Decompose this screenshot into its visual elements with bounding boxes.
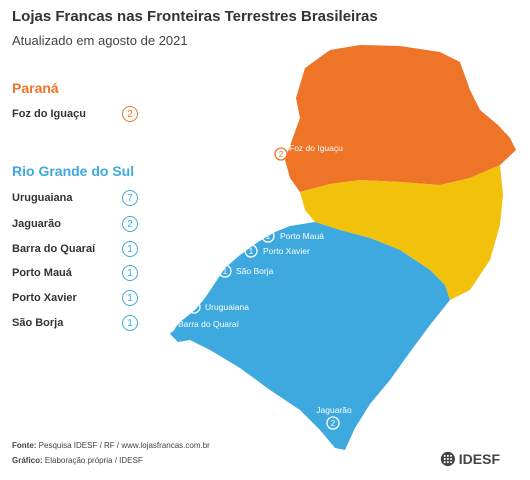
city-name: São Borja [12,317,64,329]
city-name: Foz do Iguaçu [12,108,86,120]
map-marker-count: 1 [167,322,172,331]
map-marker-count: 2 [331,419,336,428]
list-item: Porto Xavier 1 [12,290,142,310]
city-name: Jaguarão [12,218,61,230]
city-name: Porto Mauá [12,267,72,279]
map-marker [244,244,258,258]
map-marker [261,229,275,243]
list-item: Jaguarão 2 [12,216,142,236]
list-item: São Borja 1 [12,315,142,335]
map-marker-count: 2 [279,150,284,159]
count-badge: 1 [122,241,138,257]
count-badge: 1 [122,315,138,331]
section-parana: Paraná [12,80,59,96]
map-city-label: Uruguaiana [205,302,249,312]
page-subtitle: Atualizado em agosto de 2021 [12,33,188,48]
list-item: Foz do Iguaçu 2 [12,106,142,126]
map-city-label: Jaguarão [316,405,352,415]
logo-text: IDESF [458,451,500,467]
count-badge: 2 [122,106,138,122]
map-marker-count: 1 [249,247,254,256]
map-city-label: São Borja [236,266,274,276]
graphic-label: Gráfico: [12,456,43,465]
state-santa-catarina [300,165,503,300]
map-marker-count: 1 [223,267,228,276]
state-parana [285,45,516,192]
count-badge: 2 [122,216,138,232]
map-city-label: Porto Mauá [280,231,324,241]
map-marker [187,300,201,314]
section-rio-grande-do-sul: Rio Grande do Sul [12,163,135,179]
list-item: Uruguaiana 7 [12,190,142,210]
city-name: Porto Xavier [12,292,77,304]
count-badge: 1 [122,265,138,281]
graphic-text: Elaboração própria / IDESF [44,456,143,465]
map-city-label: Porto Xavier [263,246,310,256]
map-city-label: Barra do Quaraí [178,319,240,329]
count-badge: 7 [122,190,138,206]
graphic-note: Gráfico: Elaboração própria / IDESF [12,456,143,465]
map-marker [162,319,176,333]
list-item: Porto Mauá 1 [12,265,142,285]
idesf-logo-icon [440,451,455,467]
map-marker-count: 1 [266,232,271,241]
page-title: Lojas Francas nas Fronteiras Terrestres … [12,8,378,25]
state-rio-grande-do-sul [170,222,450,450]
map-city-label: Foz do Iguaçu [289,143,343,153]
source-note: Fonte: Pesquisa IDESF / RF / www.lojasfr… [12,441,210,450]
idesf-logo: IDESF [440,448,500,470]
list-item: Barra do Quaraí 1 [12,241,142,261]
source-label: Fonte: [12,441,37,450]
city-name: Barra do Quaraí [12,243,96,255]
map-marker [274,147,288,161]
map-marker [218,264,232,278]
count-badge: 1 [122,290,138,306]
map-marker [326,416,340,430]
map-marker-count: 7 [192,303,197,312]
source-text: Pesquisa IDESF / RF / www.lojasfrancas.c… [38,441,210,450]
city-name: Uruguaiana [12,192,73,204]
